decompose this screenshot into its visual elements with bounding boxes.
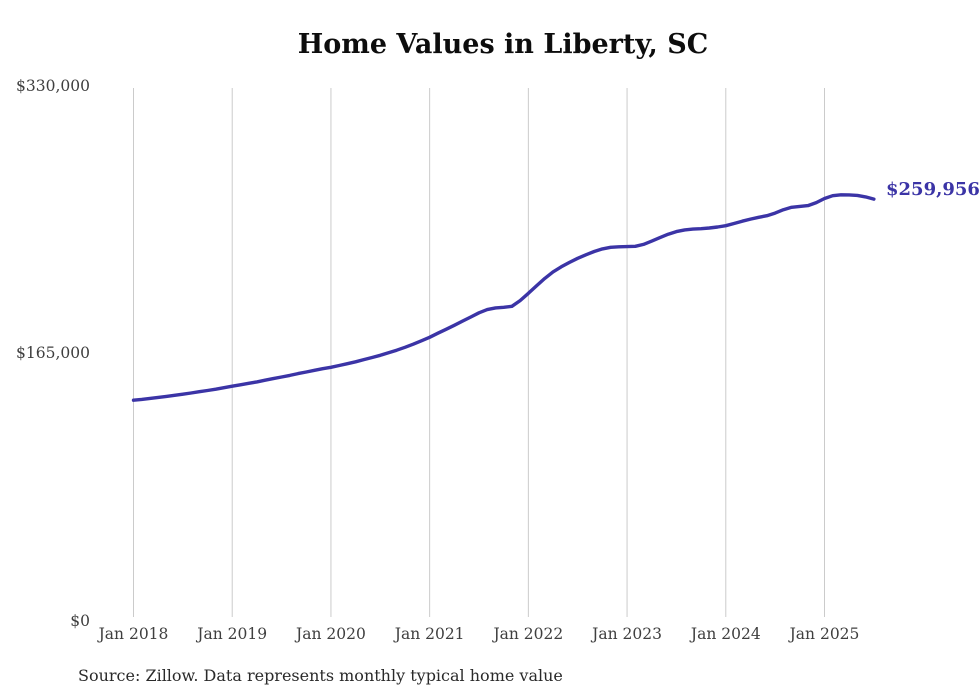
x-axis-label: Jan 2020 <box>296 625 366 643</box>
y-axis-label: $165,000 <box>16 344 90 362</box>
x-axis-label: Jan 2022 <box>493 625 564 643</box>
chart-title: Home Values in Liberty, SC <box>297 29 709 60</box>
x-axis-label: Jan 2019 <box>197 625 268 643</box>
source-note: Source: Zillow. Data represents monthly … <box>78 666 563 685</box>
x-axis-label: Jan 2021 <box>394 625 465 643</box>
x-axis-label: Jan 2025 <box>789 625 860 643</box>
y-axis-label: $330,000 <box>16 76 90 95</box>
y-axis-label: $0 <box>70 611 90 630</box>
latest-value-label: $259,956 <box>886 179 980 200</box>
value-line <box>131 193 876 402</box>
gridlines <box>133 88 826 617</box>
x-axis-label: Jan 2018 <box>98 625 169 643</box>
x-axis-label: Jan 2023 <box>592 625 662 643</box>
x-axis-label: Jan 2024 <box>690 625 761 643</box>
